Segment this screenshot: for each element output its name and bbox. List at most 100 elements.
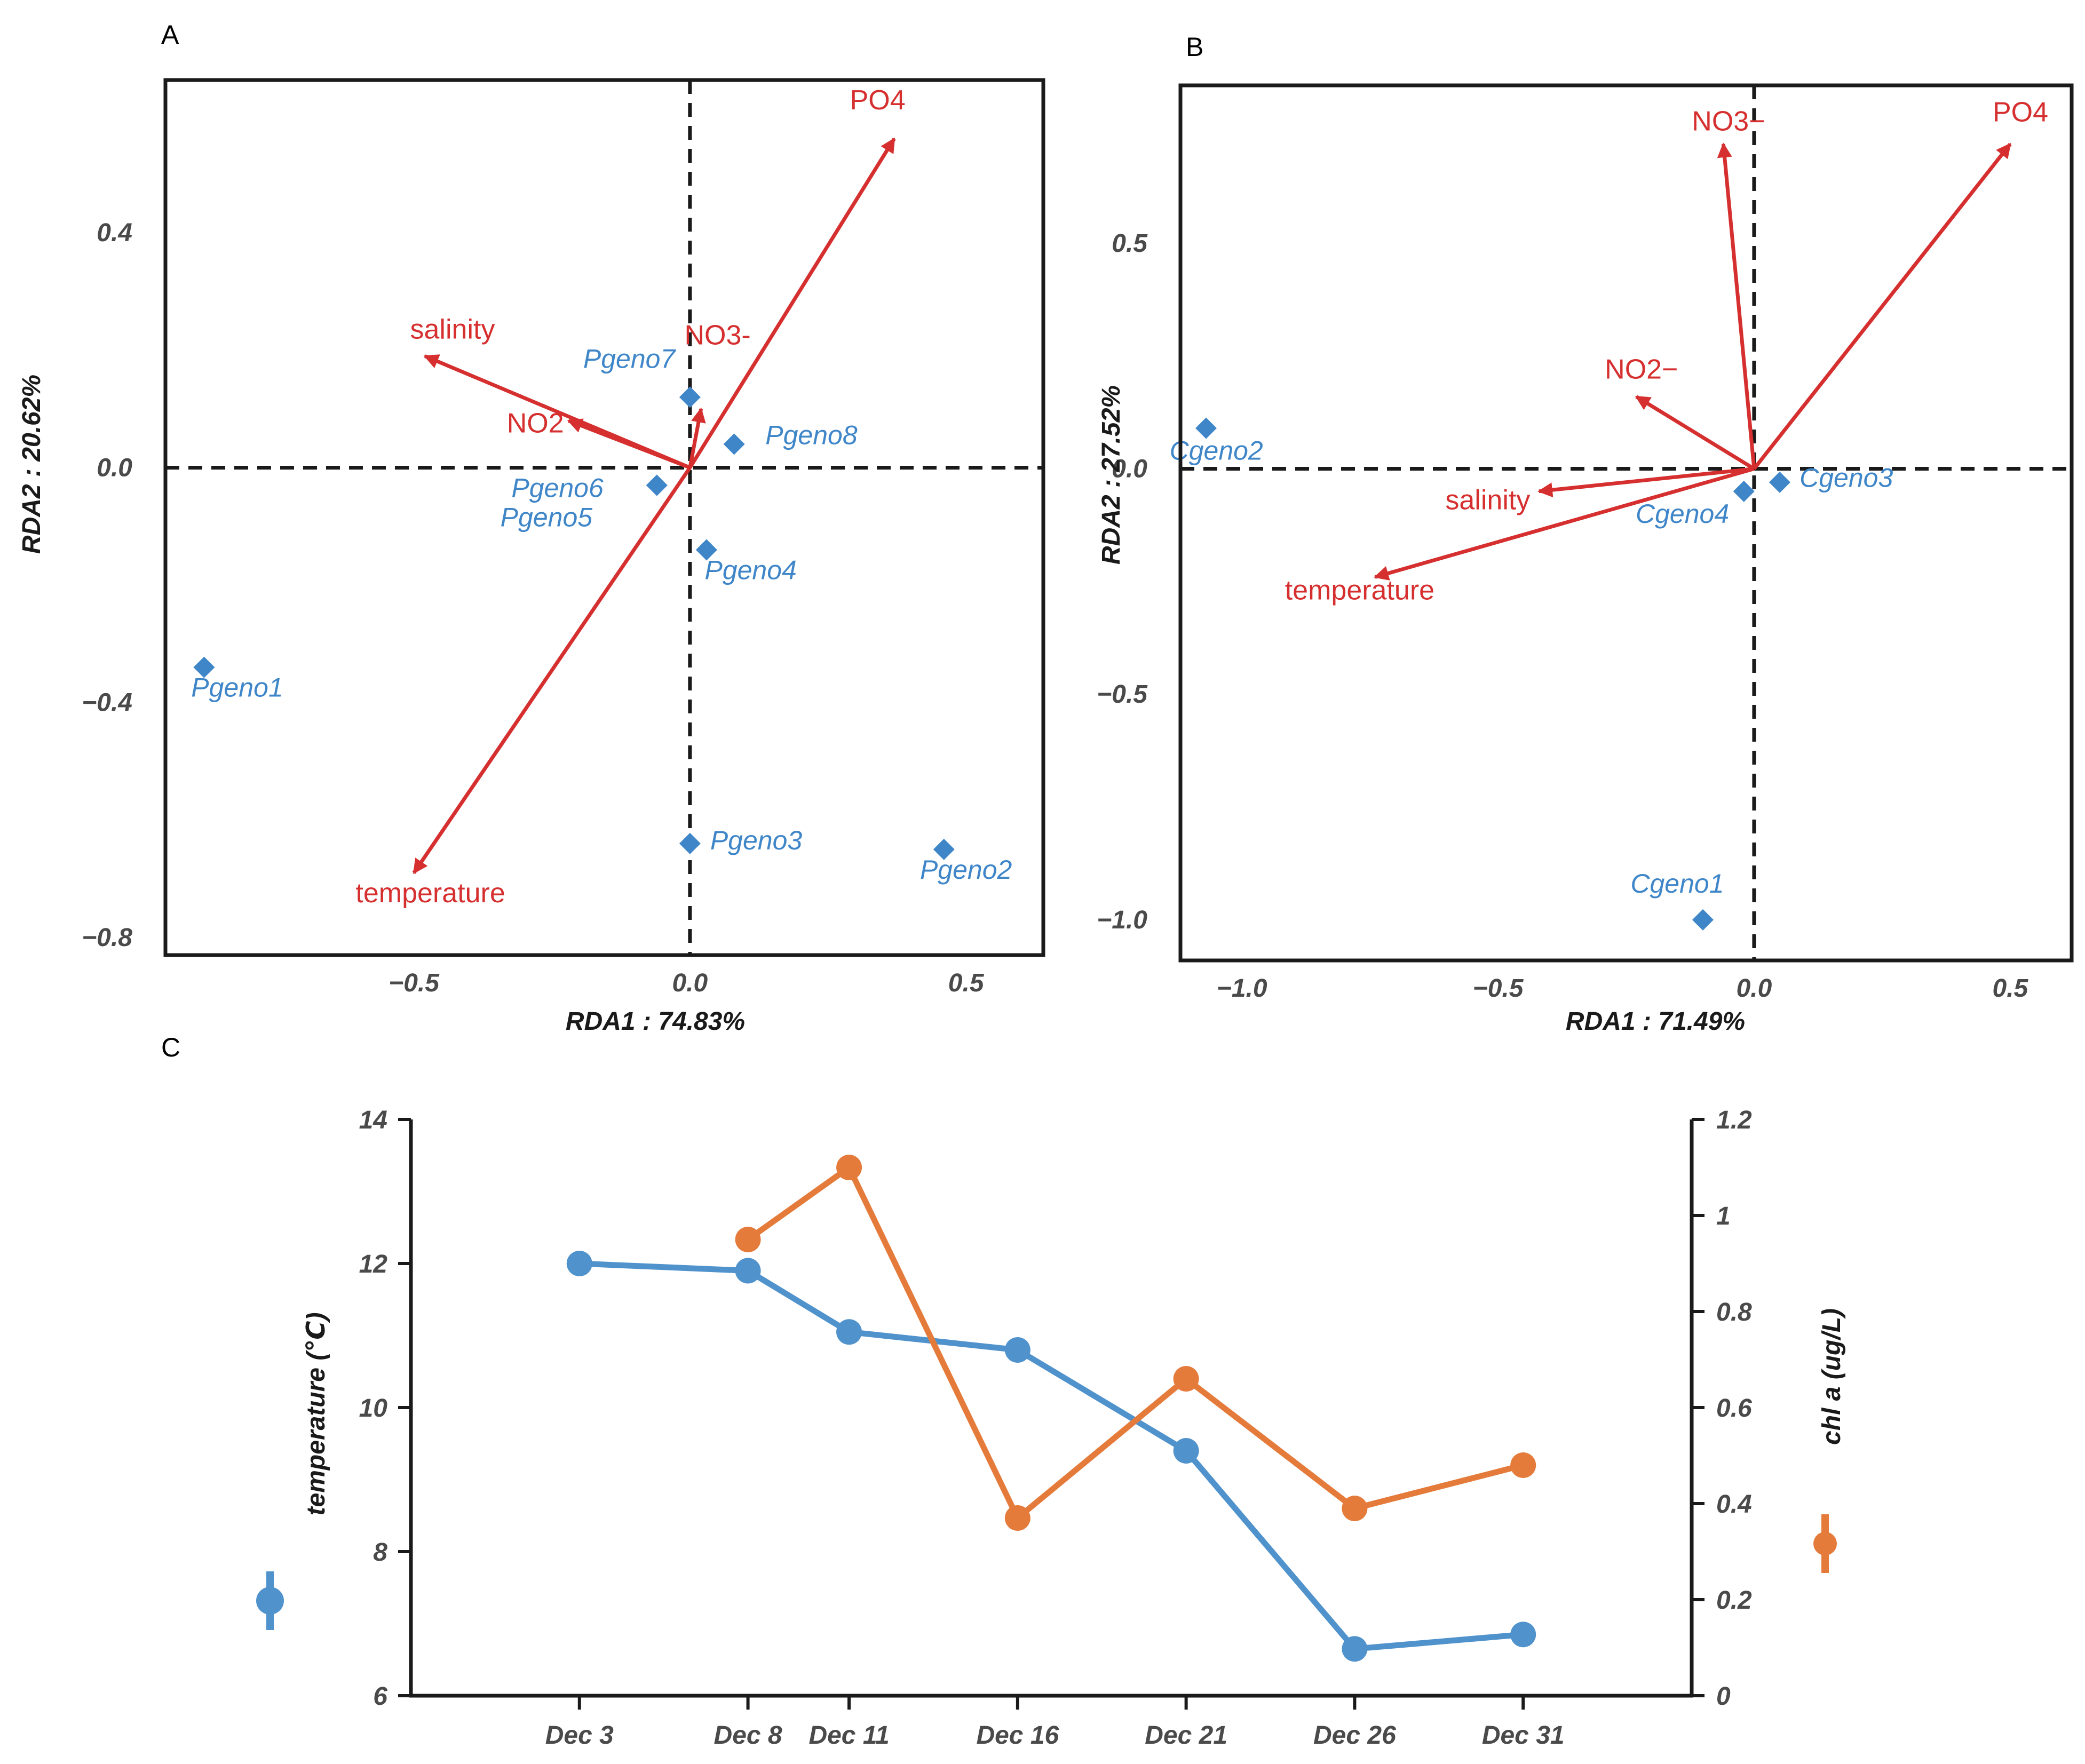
panel-a-site-label-pgeno6: Pgeno6 [511, 473, 604, 503]
panel-a-y-axis-title: RDA2 : 20.62% [18, 375, 46, 554]
panel-c-temperature-point [1510, 1622, 1536, 1648]
panel-b-y-tick-label: −0.5 [1097, 680, 1148, 709]
panel-c-left-axis-title: temperature (℃) [302, 1313, 330, 1516]
panel-b-env-label-no2: NO2− [1605, 354, 1678, 385]
panel-a-rda-plot: A PO4 salinity NO2 NO3- temperature Pgeno1 Pg… [18, 20, 1045, 1036]
panel-c-chl-a-point [1342, 1496, 1368, 1521]
panel-c-x-tick-label-dec-31: Dec 31 [1482, 1721, 1565, 1750]
panel-b-site-marker-cgeno2 [1195, 417, 1217, 439]
panel-a-site-label-pgeno3: Pgeno3 [710, 825, 803, 855]
panel-c-right-axis-title: chl a (ug/L) [1818, 1308, 1846, 1445]
panel-a-env-vector-no2 [567, 418, 691, 470]
panel-c-temperature-point [735, 1258, 761, 1284]
panel-c-left-tick-label: 10 [359, 1394, 388, 1423]
panel-a-y-tick-label: 0.4 [97, 219, 132, 247]
panel-b-site-label-cgeno1: Cgeno1 [1630, 869, 1724, 899]
panel-c-temperature-point [1004, 1337, 1030, 1363]
panel-c-chl-a-point [1004, 1505, 1030, 1531]
panel-c-right-tick-label: 0.8 [1716, 1298, 1752, 1326]
panel-a-x-tick-label: 0.5 [948, 969, 985, 997]
panel-c-x-tick-label-dec-3: Dec 3 [545, 1721, 614, 1750]
panel-a-env-label-salinity: salinity [410, 314, 495, 345]
panel-a-env-label-po4: PO4 [850, 85, 906, 116]
panel-c-right-tick-label: 0.4 [1716, 1490, 1752, 1519]
panel-c-left-tick-label: 6 [373, 1682, 387, 1711]
panel-a-env-vector-temperature [412, 466, 692, 875]
panel-c-chl-a-point [735, 1227, 761, 1252]
panel-b-y-tick-label: 0.0 [1112, 455, 1147, 483]
panel-a-site-marker-pgeno4 [695, 539, 717, 561]
panel-b-env-vector-salinity [1537, 467, 1755, 498]
panel-b-x-axis-title: RDA1 : 71.49% [1566, 1007, 1745, 1036]
panel-a-frame [163, 78, 1045, 957]
panel-a-x-tick-label: −0.5 [389, 969, 440, 997]
panel-a-x-tick-label: 0.0 [672, 969, 708, 997]
panel-b-y-tick-label: 0.5 [1112, 229, 1148, 258]
panel-c-temperature-series-line [579, 1260, 1524, 1652]
panel-a-y-tick-label: 0.0 [97, 454, 132, 482]
panel-a-site-marker-pgeno7 [679, 386, 701, 408]
panel-c-left-tick-label: 12 [359, 1250, 388, 1278]
panel-c-x-tick-label-dec-8: Dec 8 [714, 1721, 782, 1750]
panel-a-site-label-pgeno4: Pgeno4 [704, 555, 796, 585]
panel-c-left-tick-label: 14 [359, 1106, 387, 1134]
panel-b-env-vector-po4 [1753, 142, 2012, 470]
panel-c-time-series: C 6 8 10 12 14 0 0.2 0.4 0.6 0.8 1 1.2 Dec 3 Dec 8 D… [161, 1032, 1846, 1750]
panel-b-x-tick-label: 0.5 [1992, 974, 2028, 1003]
panel-a-env-label-no2: NO2 [507, 408, 564, 439]
panel-a-env-vector-no3 [688, 407, 706, 468]
panel-a-site-marker-pgeno6 [646, 474, 668, 496]
panel-b-site-marker-cgeno3 [1769, 471, 1790, 493]
panel-c-temperature-point [1342, 1636, 1368, 1662]
panel-b-x-tick-label: −0.5 [1473, 974, 1524, 1003]
panel-a-site-label-pgeno2: Pgeno2 [920, 855, 1012, 885]
panel-a-y-tick-label: −0.4 [82, 689, 132, 717]
panel-b-y-axis-title: RDA2 : 27.52% [1097, 385, 1125, 565]
panel-b-rda-plot: B PO4 NO3− NO2− salinity temperature Cgeno1 C… [1097, 32, 2074, 1036]
panel-a-env-label-no3: NO3- [684, 320, 750, 351]
panel-b-site-label-cgeno4: Cgeno4 [1636, 499, 1729, 529]
panel-a-site-marker-pgeno3 [679, 832, 701, 854]
panel-a-y-tick-label: −0.8 [82, 924, 132, 952]
panel-b-env-label-salinity: salinity [1445, 485, 1530, 516]
panel-a-label: A [161, 20, 179, 50]
panel-c-right-tick-label: 1 [1716, 1202, 1731, 1230]
panel-c-chla-legend-key [1813, 1514, 1837, 1573]
panel-a-site-marker-pgeno1 [193, 656, 215, 678]
panel-a-site-label-pgeno5: Pgeno5 [501, 503, 593, 533]
panel-c-right-tick-label: 1.2 [1716, 1106, 1752, 1134]
panel-a-site-marker-pgeno8 [723, 433, 745, 455]
panel-c-temperature-point [836, 1319, 862, 1345]
panel-a-site-label-pgeno7: Pgeno7 [583, 344, 677, 374]
panel-b-site-label-cgeno2: Cgeno2 [1170, 436, 1263, 466]
panel-b-env-label-no3: NO3− [1692, 106, 1765, 137]
panel-c-right-tick-label: 0 [1716, 1682, 1731, 1711]
panel-a-x-axis-title: RDA1 : 74.83% [566, 1007, 745, 1036]
panel-c-label: C [161, 1032, 180, 1062]
panel-b-env-vector-no3 [1717, 142, 1756, 469]
panel-b-y-tick-label: −1.0 [1097, 906, 1147, 934]
panel-c-x-tick-label-dec-21: Dec 21 [1145, 1721, 1227, 1750]
panel-b-site-marker-cgeno1 [1692, 909, 1714, 931]
panel-b-env-vector-temperature [1374, 467, 1755, 581]
panel-c-chl-a-point [1173, 1366, 1199, 1392]
panel-b-env-vector-no2 [1635, 395, 1755, 471]
panel-c-chl-a-point [836, 1155, 862, 1180]
panel-b-site-label-cgeno3: Cgeno3 [1799, 463, 1893, 492]
panel-b-frame [1178, 83, 2074, 963]
panel-c-temperature-point [566, 1251, 592, 1276]
panel-a-site-label-pgeno1: Pgeno1 [191, 673, 283, 703]
panel-c-temperature-point [1173, 1438, 1199, 1464]
panel-b-env-label-po4: PO4 [1993, 97, 2048, 128]
panel-c-x-tick-label-dec-16: Dec 16 [976, 1721, 1059, 1750]
panel-c-chl-a-point [1510, 1452, 1536, 1478]
panel-b-x-tick-label: 0.0 [1737, 974, 1772, 1003]
panel-b-x-tick-label: −1.0 [1217, 974, 1267, 1003]
panel-c-x-tick-label-dec-26: Dec 26 [1313, 1721, 1396, 1750]
panel-c-chl-a-series-line [746, 1164, 1524, 1521]
panel-a-site-marker-pgeno2 [933, 838, 955, 860]
panel-a-site-label-pgeno8: Pgeno8 [765, 420, 858, 450]
panel-b-env-label-temperature: temperature [1285, 575, 1434, 606]
panel-c-temperature-legend-key [256, 1571, 284, 1630]
